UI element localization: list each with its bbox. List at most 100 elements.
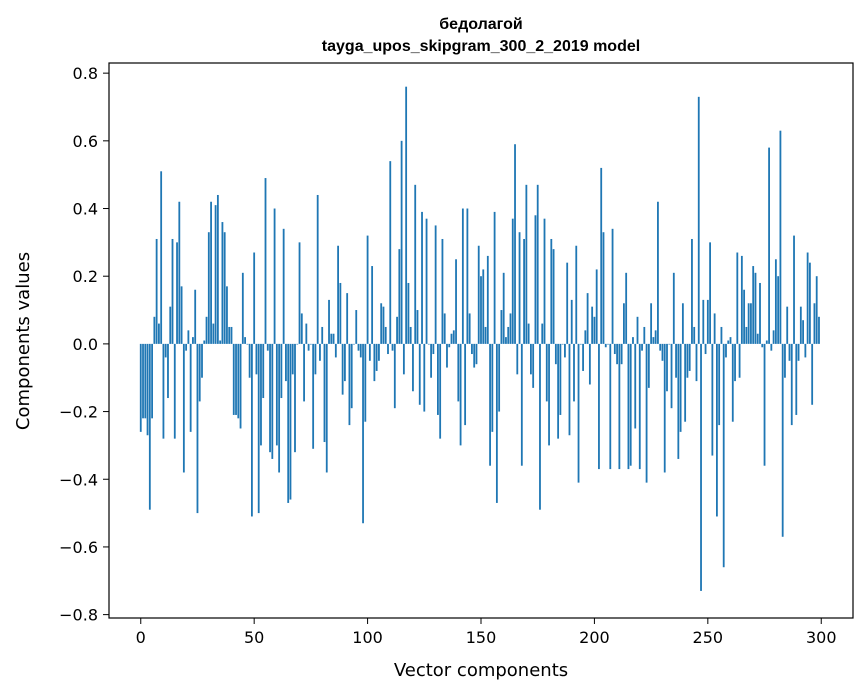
bar-74 [307, 343, 310, 351]
chart-subtitle: tayga_upos_skipgram_300_2_2019 model [322, 38, 640, 55]
bar-81 [323, 343, 326, 443]
bar-232 [666, 343, 668, 392]
bar-23 [192, 337, 194, 344]
bar-175 [536, 184, 539, 344]
bar-159 [500, 310, 503, 344]
bar-44 [239, 343, 242, 429]
bar-71 [300, 313, 303, 344]
bar-136 [448, 343, 451, 348]
bar-14 [171, 238, 174, 344]
bar-253 [713, 313, 716, 344]
bar-96 [357, 343, 360, 351]
bar-142 [461, 208, 464, 344]
bar-200 [593, 316, 596, 344]
bar-5 [151, 343, 153, 419]
bar-261 [731, 343, 734, 422]
bar-236 [675, 343, 677, 378]
bar-278 [770, 343, 773, 351]
bar-72 [303, 343, 305, 402]
bar-91 [346, 293, 349, 344]
bar-169 [523, 238, 525, 344]
bar-222 [643, 326, 646, 344]
bar-127 [427, 343, 430, 345]
bar-83 [328, 299, 330, 344]
bar-254 [716, 343, 718, 517]
bar-124 [421, 211, 423, 344]
bar-267 [745, 326, 748, 344]
bar-259 [727, 340, 730, 344]
x-tick-label: 50 [244, 628, 264, 647]
bar-53 [260, 343, 262, 446]
bar-130 [434, 225, 437, 344]
bar-56 [266, 343, 269, 351]
x-tick-label: 100 [352, 628, 383, 647]
bar-266 [743, 289, 746, 344]
bar-115 [400, 140, 403, 344]
bar-199 [591, 306, 594, 344]
bar-39 [228, 326, 231, 344]
x-axis-label: Vector components [394, 660, 568, 681]
bar-57 [269, 343, 271, 453]
bar-297 [813, 303, 816, 344]
bar-299 [818, 316, 820, 344]
bar-0 [139, 343, 142, 432]
bar-99 [364, 343, 367, 422]
bar-84 [330, 333, 333, 344]
bar-128 [430, 343, 432, 378]
bar-185 [559, 343, 562, 415]
bar-144 [466, 208, 469, 344]
bar-270 [752, 266, 755, 344]
bar-201 [595, 269, 598, 344]
bar-158 [498, 343, 501, 412]
bar-255 [718, 343, 721, 426]
bar-238 [679, 343, 682, 432]
bar-243 [691, 238, 693, 344]
bar-76 [312, 343, 315, 449]
bar-274 [761, 343, 764, 348]
bar-52 [257, 343, 260, 514]
bar-157 [495, 343, 498, 503]
bar-260 [729, 337, 732, 344]
bar-29 [205, 316, 208, 344]
bar-79 [319, 343, 321, 361]
x-tick-label: 300 [806, 628, 837, 647]
bar-180 [548, 343, 550, 446]
y-tick-label: −0.6 [59, 538, 98, 557]
bar-94 [353, 343, 355, 345]
bar-262 [734, 343, 736, 382]
bar-186 [561, 343, 564, 345]
bar-168 [520, 343, 523, 466]
bar-19 [182, 343, 185, 473]
bar-42 [235, 343, 237, 415]
bar-282 [779, 130, 782, 344]
bar-183 [554, 343, 557, 365]
bar-34 [216, 194, 219, 344]
bar-233 [668, 343, 671, 345]
bar-97 [359, 343, 362, 358]
bar-30 [207, 232, 210, 344]
bar-239 [681, 303, 684, 344]
bar-205 [604, 343, 607, 348]
bar-227 [654, 330, 657, 344]
bar-143 [464, 343, 467, 426]
bar-92 [348, 343, 351, 426]
bar-223 [645, 343, 648, 483]
y-tick-label: −0.8 [59, 606, 98, 625]
bar-156 [493, 211, 496, 344]
bar-234 [670, 343, 673, 409]
bar-210 [616, 343, 618, 365]
bar-173 [532, 343, 535, 388]
bar-4 [148, 343, 151, 510]
bar-8 [158, 323, 160, 344]
bar-59 [273, 208, 276, 344]
bar-46 [244, 337, 246, 344]
bar-147 [473, 343, 476, 368]
bar-67 [291, 343, 294, 375]
bar-170 [525, 184, 528, 344]
bar-219 [636, 316, 639, 344]
bar-122 [416, 310, 419, 344]
bar-165 [514, 144, 516, 344]
bar-21 [187, 330, 190, 344]
bar-28 [203, 340, 206, 344]
